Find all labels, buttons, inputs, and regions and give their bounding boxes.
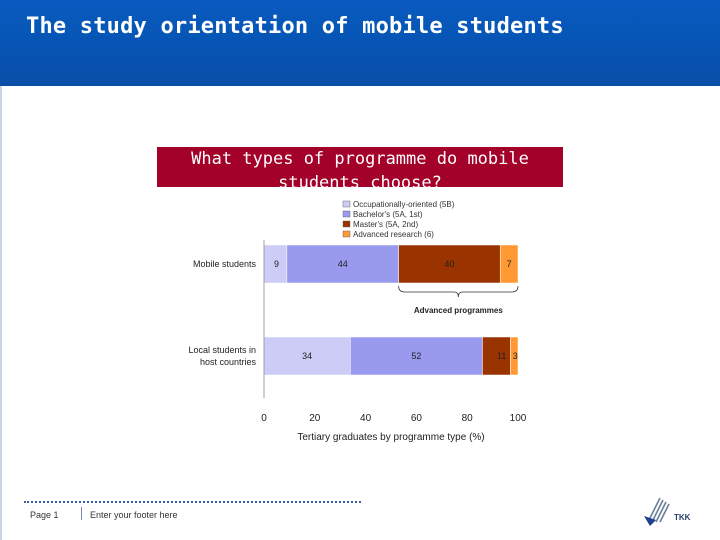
- x-tick-label: 80: [462, 413, 474, 424]
- legend-label: Occupationally-oriented (5B): [353, 200, 455, 209]
- x-axis-label: Tertiary graduates by programme type (%): [297, 432, 484, 443]
- x-tick-label: 40: [360, 413, 372, 424]
- bars: 9 44 40 7 34 52 11 3: [263, 244, 519, 376]
- legend-swatch: [342, 230, 351, 238]
- category-label: Mobile students: [193, 259, 257, 269]
- category-label: host countries: [200, 357, 257, 367]
- x-tick-label: 60: [411, 413, 423, 424]
- legend-swatch: [342, 200, 351, 208]
- data-label: 40: [444, 259, 454, 269]
- category-label: Local students in: [188, 345, 256, 355]
- banner-line-1: What types of programme do mobile: [191, 149, 529, 169]
- footer-rule: [24, 501, 361, 503]
- bar-segment: [350, 336, 483, 376]
- svg-text:TKK: TKK: [674, 513, 691, 522]
- bar-segment: [398, 244, 501, 284]
- legend-label: Master's (5A, 2nd): [353, 220, 418, 229]
- legend-swatch: [342, 210, 351, 218]
- advanced-bracket: Advanced programmes: [398, 285, 519, 315]
- data-label: 44: [338, 259, 348, 269]
- data-label: 11: [497, 351, 506, 361]
- x-tick-label: 0: [261, 413, 267, 424]
- data-label: 34: [302, 351, 312, 361]
- x-axis: 0 20 40 60 80 100 Tertiary graduates by progra…: [261, 240, 527, 443]
- figure-banner: What types of programme do mobile studen…: [157, 147, 563, 187]
- legend: Occupationally-oriented (5B)Bachelor's (…: [342, 200, 455, 239]
- legend-label: Bachelor's (5A, 1st): [353, 210, 423, 219]
- x-tick-label: 100: [510, 413, 527, 424]
- data-label: 3: [513, 351, 518, 361]
- bar-segment: [499, 244, 519, 284]
- bar-segment: [263, 336, 351, 376]
- banner-text: What types of programme do mobile studen…: [157, 147, 563, 187]
- slide-title: The study orientation of mobile students: [26, 14, 564, 39]
- slide-header: The study orientation of mobile students: [0, 0, 720, 86]
- footer-separator: [81, 507, 82, 520]
- bar-segment: [482, 336, 511, 376]
- left-rule: [0, 86, 2, 540]
- data-label: 9: [274, 259, 279, 269]
- data-label: 7: [507, 259, 512, 269]
- page-number: Page 1: [30, 510, 59, 520]
- bracket-label: Advanced programmes: [414, 306, 503, 315]
- x-tick-label: 20: [309, 413, 321, 424]
- tkk-logo-icon: TKK: [644, 497, 691, 526]
- bar-segment: [510, 336, 519, 376]
- legend-label: Advanced research (6): [353, 230, 434, 239]
- data-label: 52: [411, 351, 421, 361]
- bracket-shape: [398, 285, 519, 298]
- category-labels: Mobile students Local students in host cou…: [188, 259, 256, 367]
- legend-swatch: [342, 220, 351, 228]
- footer-text: Enter your footer here: [90, 510, 178, 520]
- bar-segment: [286, 244, 399, 284]
- banner-line-2: students choose?: [278, 173, 442, 187]
